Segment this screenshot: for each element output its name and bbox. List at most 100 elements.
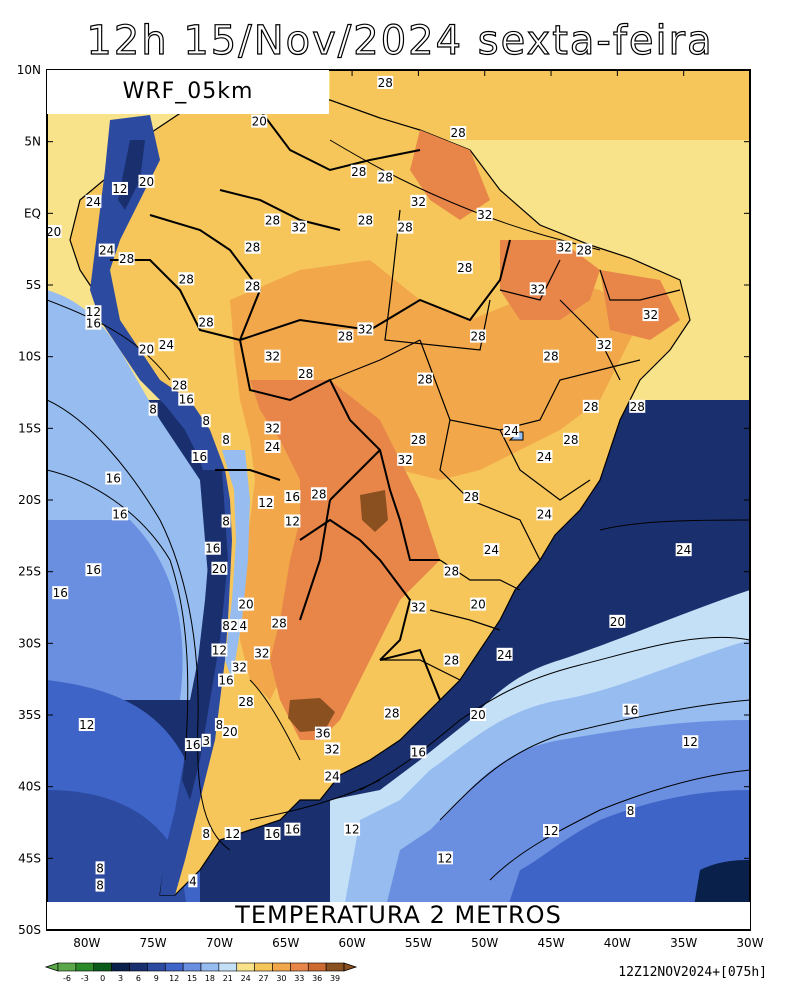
contour-label: 16 [285, 490, 300, 504]
lon-label: 45W [537, 936, 564, 950]
colorbar-tick-label: 27 [258, 974, 268, 983]
colorbar: -6 -3 0 3 6 9 12 15 18 21 24 27 30 33 36 39 [44, 962, 358, 983]
contour-label: 12 [683, 735, 698, 749]
contour-label: 32 [397, 453, 412, 467]
contour-label: 28 [338, 330, 353, 344]
contour-label: 12 [225, 827, 240, 841]
contour-label-bg [682, 735, 699, 749]
lon-label: 60W [339, 936, 366, 950]
colorbar-tick-label: 18 [205, 974, 215, 983]
contour-label: 28 [265, 214, 280, 228]
contour-label: 28 [444, 654, 459, 668]
colorbar-segment [111, 962, 130, 972]
contour-label: 12 [344, 823, 359, 837]
contour-label-bg [470, 597, 487, 611]
contour-label-bg [178, 392, 195, 406]
contour-label-bg [410, 194, 427, 208]
contour-label-bg [596, 338, 613, 352]
contour-label: 4 [189, 874, 197, 888]
colorbar-segment [164, 962, 184, 972]
contour-label-bg [310, 487, 327, 501]
contour-label-bg [410, 432, 427, 446]
contour-label-bg [148, 402, 158, 416]
contour-label-bg [238, 619, 248, 633]
contour-label-bg [138, 174, 155, 188]
contour-label: 28 [397, 221, 412, 235]
contour-label-bg [201, 733, 211, 747]
colorbar-tick-label: 24 [241, 974, 251, 983]
contour-label: 28 [384, 707, 399, 721]
contour-label-bg [198, 315, 215, 329]
contour-label: 28 [543, 350, 558, 364]
lon-label: 40W [604, 936, 631, 950]
contour-label: 24 [265, 440, 280, 454]
contour-label: 20 [212, 562, 227, 576]
field-title: TEMPERATURA 2 METROS [47, 902, 750, 929]
contour-label: 16 [265, 827, 280, 841]
contour-label: 28 [172, 378, 187, 392]
contour-label-bg [211, 643, 228, 657]
contour-label-bg [476, 207, 493, 221]
contour-label: 16 [86, 317, 101, 331]
contour-label: 3 [202, 734, 210, 748]
contour-label: 32 [291, 221, 306, 235]
contour-label-bg [229, 619, 239, 633]
contour-label: 20 [252, 115, 267, 129]
contour-label: 32 [411, 195, 426, 209]
colorbar-segment [325, 962, 345, 972]
contour-label-bg [244, 240, 261, 254]
lon-label: 80W [73, 936, 100, 950]
contour-label-bg [191, 450, 208, 463]
contour-label: 32 [265, 350, 280, 364]
map-title: 12h 15/Nov/2024 sexta-feira [86, 17, 714, 64]
colorbar-tick-label: 0 [100, 974, 105, 983]
lat-label: 40S [18, 780, 41, 794]
colorbar-tick-label: 6 [136, 974, 141, 983]
colorbar-tick-label: -3 [81, 974, 89, 983]
contour-label: 12 [258, 496, 273, 510]
contour-label: 32 [411, 601, 426, 615]
contour-label: 12 [285, 515, 300, 529]
contour-label-bg [221, 514, 231, 528]
contour-label-bg [201, 826, 211, 840]
contour-label-bg [324, 742, 341, 756]
contour-label: 20 [139, 175, 154, 189]
contour-label-bg [201, 414, 211, 428]
contour-label-bg [237, 597, 254, 611]
colorbar-tick-label: 9 [154, 974, 159, 983]
contour-label: 16 [53, 586, 68, 600]
contour-label-bg [456, 260, 473, 274]
contour-label-bg [111, 181, 128, 195]
contour-label-bg [576, 243, 593, 257]
contour-label: 12 [437, 851, 452, 865]
contour-label-bg [377, 75, 394, 89]
contour-label-bg [264, 349, 281, 363]
contour-label-bg [85, 305, 102, 319]
contour-label: 28 [351, 165, 366, 179]
contour-label-bg [171, 378, 188, 392]
contour-label: 20 [470, 598, 485, 612]
contour-label-bg [357, 213, 374, 227]
contour-label-bg [470, 329, 487, 343]
contour-label-bg [214, 718, 224, 732]
contour-label-bg [556, 240, 573, 254]
contour-label-bg [231, 660, 248, 674]
contour-label: 12 [212, 644, 227, 658]
colorbar-tick-label: 12 [169, 974, 179, 983]
contour-label: 24 [325, 770, 340, 784]
contour-label-bg [337, 329, 354, 343]
contour-label-bg [297, 366, 314, 380]
lat-label: 30S [18, 636, 41, 650]
contour-label-bg [271, 616, 288, 630]
contour-label-bg [218, 673, 235, 687]
colorbar-segment [272, 962, 291, 972]
contour-label: 24 [537, 450, 552, 464]
contour-label-bg [158, 338, 175, 352]
contour-label: 28 [378, 171, 393, 185]
contour-label: 12 [543, 824, 558, 838]
contour-label-bg [111, 507, 128, 521]
contour-label: 24 [497, 648, 512, 662]
colorbar-segment [236, 962, 255, 972]
contour-label: 28 [470, 330, 485, 344]
